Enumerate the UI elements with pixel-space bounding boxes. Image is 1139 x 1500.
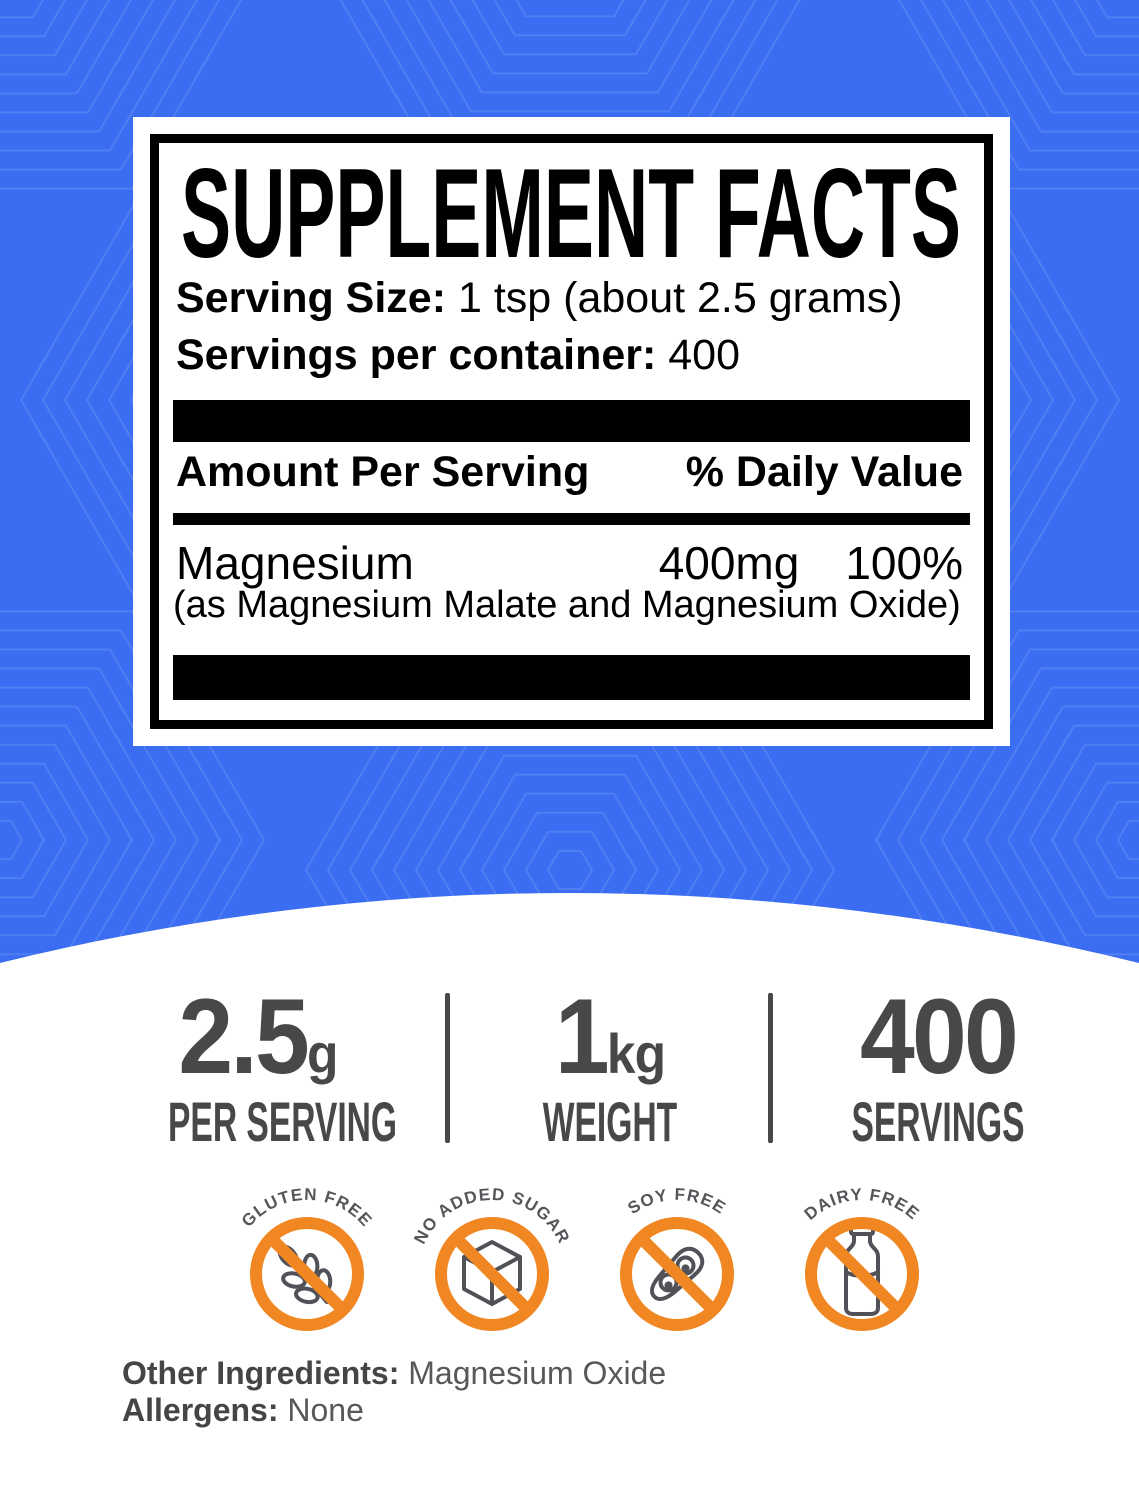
servings-value: 400 [656,331,741,379]
stat-weight: 1kg WEIGHT [460,983,760,1150]
badge-soy-free-label: SOY FREE [624,1185,728,1218]
nutrient-row: Magnesium 400mg 100% [176,540,963,586]
curve-divider [0,893,1139,1052]
badge-gluten-free: GLUTEN FREE [238,1185,375,1331]
prohibition-slash-icon [636,1233,718,1315]
nutrient-amount: 400mg [658,537,800,589]
divider-bar-top [173,400,970,442]
daily-value-header: % Daily Value [685,448,963,496]
other-ingredients-label: Other Ingredients: [122,1355,400,1391]
serving-size-label: Serving Size: [176,274,447,322]
divider-bar-bottom [173,655,970,700]
other-ingredients-value: Magnesium Oxide [399,1355,667,1391]
allergens-line: Allergens: None [122,1394,364,1426]
stat-per-serving-label: PER SERVING [168,1090,398,1153]
stat-weight-label: WEIGHT [542,1090,678,1153]
serving-size-line: Serving Size: 1 tsp (about 2.5 grams) [176,277,963,320]
stat-per-serving-value: 2.5g [178,976,338,1096]
supplement-facts-title: SUPPLEMENT FACTS [181,161,961,265]
badge-no-added-sugar-label: NO ADDED SUGAR [410,1185,572,1247]
badge-dairy-free: DAIRY FREE [801,1185,922,1331]
nutrient-daily-value: 100% [845,537,963,589]
nutrient-name: Magnesium [176,537,414,589]
divider-bar-thin [173,513,970,525]
prohibition-ring-icon [620,1217,734,1331]
stat-servings-label: SERVINGS [851,1090,1025,1153]
stat-divider-1 [445,993,450,1143]
nutrient-source-line: (as Magnesium Malate and Magnesium Oxide… [173,584,961,626]
stat-per-serving: 2.5g PER SERVING [108,983,408,1150]
prohibition-ring-icon [250,1217,364,1331]
prohibition-slash-icon [821,1233,903,1315]
stat-weight-value: 1kg [554,976,666,1096]
supplement-facts-panel: SUPPLEMENT FACTS Serving Size: 1 tsp (ab… [133,117,1010,746]
prohibition-ring-icon [805,1217,919,1331]
svg-text:NO ADDED SUGAR: NO ADDED SUGAR [410,1185,573,1247]
panel-border [150,134,993,729]
amount-per-serving-header: Amount Per Serving [176,448,590,496]
badge-no-added-sugar: NO ADDED SUGAR [410,1185,573,1331]
prohibition-slash-icon [451,1233,533,1315]
other-ingredients-line: Other Ingredients: Magnesium Oxide [122,1357,666,1389]
prohibition-slash-icon [266,1233,348,1315]
stat-servings-value: 400 [860,976,1019,1096]
serving-size-value: 1 tsp (about 2.5 grams) [446,274,903,322]
allergens-label: Allergens: [122,1392,279,1428]
servings-per-container-line: Servings per container: 400 [176,334,963,377]
prohibition-ring-icon [435,1217,549,1331]
title-text: SUPPLEMENT FACTS [181,161,961,265]
allergens-value: None [278,1392,364,1428]
stat-divider-2 [768,993,773,1143]
badge-soy-free: SOY FREE [620,1185,734,1331]
svg-text:SOY FREE: SOY FREE [624,1185,729,1218]
table-header-row: Amount Per Serving % Daily Value [176,451,963,494]
stat-servings: 400 SERVINGS [788,983,1088,1150]
servings-label: Servings per container: [176,331,657,379]
